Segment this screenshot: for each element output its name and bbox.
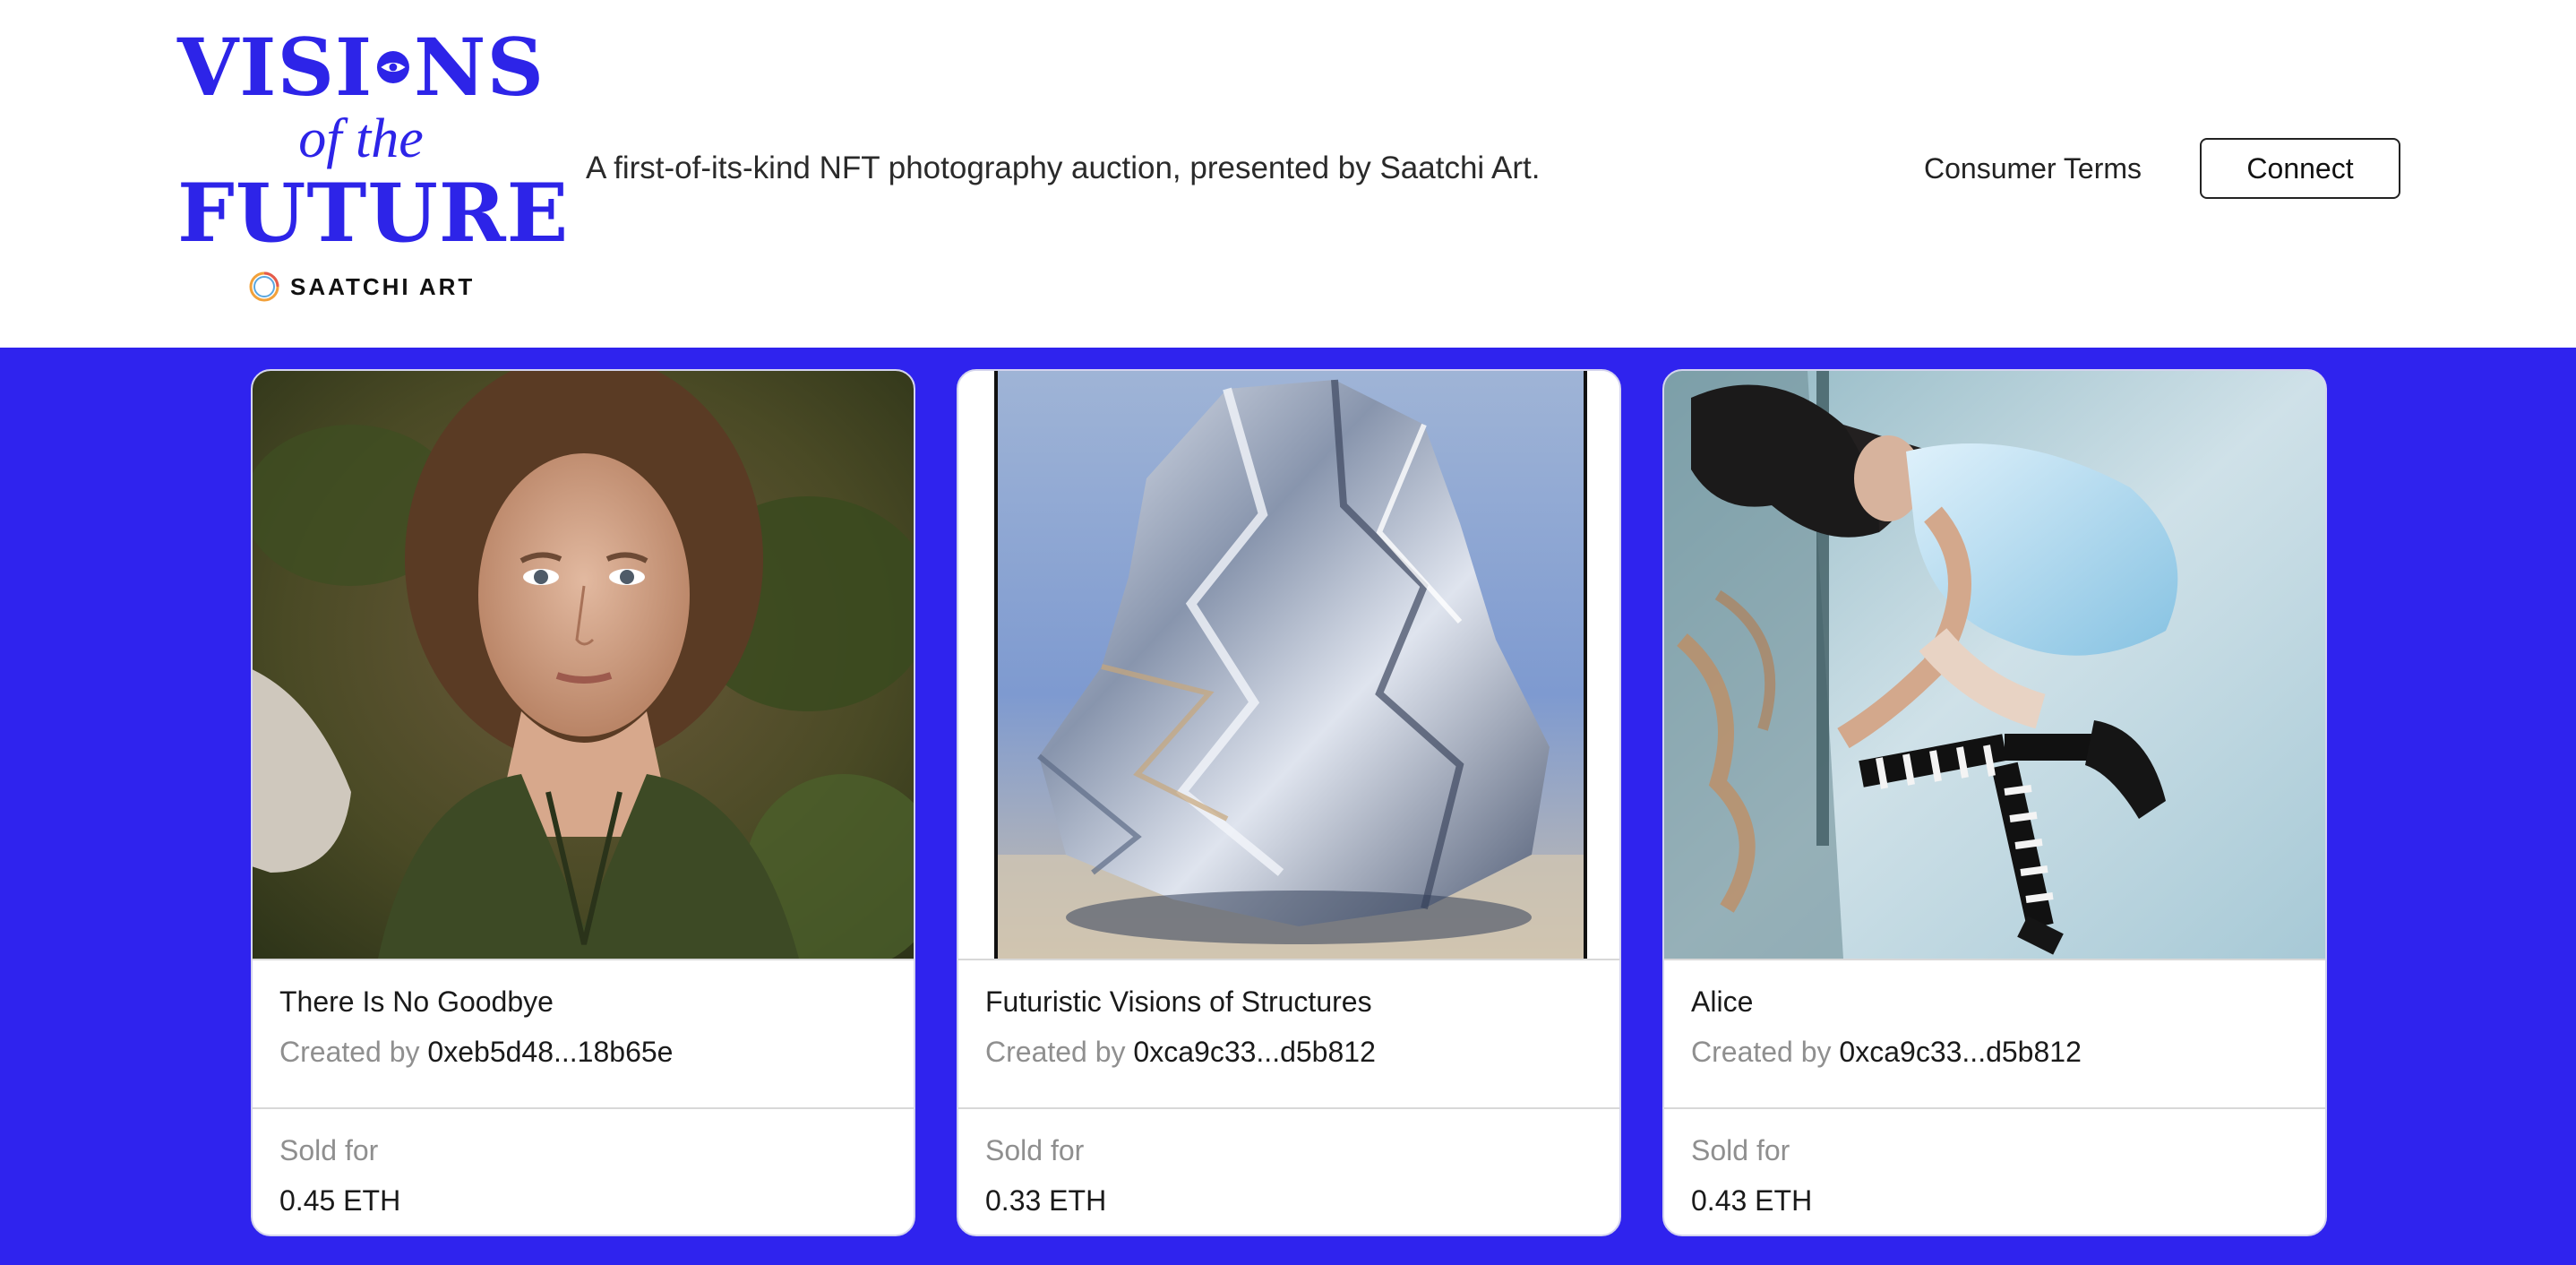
nft-title[interactable]: There Is No Goodbye xyxy=(279,985,554,1018)
creator-address-link[interactable]: 0xca9c33...d5b812 xyxy=(1133,1036,1376,1068)
logo-line-of-the: of the xyxy=(298,108,424,169)
header-tagline: A first-of-its-kind NFT photography auct… xyxy=(586,151,1541,185)
sold-for-label: Sold for xyxy=(279,1134,379,1166)
logo-line-visions: VISI NS xyxy=(177,27,545,108)
portrait-in-grass-artwork xyxy=(253,371,914,959)
saatchi-ring-icon xyxy=(249,271,279,302)
creator-address-link[interactable]: 0xeb5d48...18b65e xyxy=(427,1036,674,1068)
creator-label: Created by xyxy=(1691,1036,1832,1068)
sale-price: 0.45 ETH xyxy=(279,1184,401,1217)
logo-line-future: FUTURE xyxy=(177,166,570,261)
nft-card-details: Alice Created by 0xca9c33...d5b812 xyxy=(1664,959,2325,1109)
visions-of-the-future-logo[interactable]: VISI NS of the FUTURE SAATCHI ART xyxy=(177,27,570,306)
sale-price: 0.43 ETH xyxy=(1691,1184,1813,1217)
nft-creator: Created by 0xca9c33...d5b812 xyxy=(985,1032,1376,1071)
nft-title[interactable]: Alice xyxy=(1691,985,1754,1018)
creator-address-link[interactable]: 0xca9c33...d5b812 xyxy=(1839,1036,2082,1068)
nft-sale-info: Sold for 0.33 ETH xyxy=(958,1109,1619,1235)
nft-card-details: There Is No Goodbye Created by 0xeb5d48.… xyxy=(253,959,914,1109)
nft-creator: Created by 0xeb5d48...18b65e xyxy=(279,1032,673,1071)
saatchi-art-label: SAATCHI ART xyxy=(290,272,476,300)
sold-for-label: Sold for xyxy=(985,1134,1085,1166)
crumpled-foil-artwork xyxy=(958,371,1619,959)
nft-card[interactable]: There Is No Goodbye Created by 0xeb5d48.… xyxy=(251,369,915,1236)
eye-icon xyxy=(377,50,410,84)
nft-artwork-image[interactable] xyxy=(1664,371,2325,959)
logo-text-ns: NS xyxy=(414,21,545,114)
consumer-terms-link[interactable]: Consumer Terms xyxy=(1924,152,2142,185)
sale-price: 0.33 ETH xyxy=(985,1184,1107,1217)
saatchi-art-brand: SAATCHI ART xyxy=(247,267,475,306)
sold-for-label: Sold for xyxy=(1691,1134,1790,1166)
creator-label: Created by xyxy=(985,1036,1126,1068)
nft-artwork-image[interactable] xyxy=(253,371,914,959)
nft-card-details: Futuristic Visions of Structures Created… xyxy=(958,959,1619,1109)
site-header: VISI NS of the FUTURE SAATCHI ART A firs… xyxy=(0,0,2576,348)
creator-label: Created by xyxy=(279,1036,420,1068)
nft-creator: Created by 0xca9c33...d5b812 xyxy=(1691,1032,2082,1071)
nft-title[interactable]: Futuristic Visions of Structures xyxy=(985,985,1372,1018)
nft-sale-info: Sold for 0.43 ETH xyxy=(1664,1109,2325,1235)
logo-text-visi: VISI xyxy=(177,21,374,114)
nft-card[interactable]: Futuristic Visions of Structures Created… xyxy=(957,369,1621,1236)
connect-button[interactable]: Connect xyxy=(2200,138,2400,199)
nft-gallery: There Is No Goodbye Created by 0xeb5d48.… xyxy=(0,348,2576,1265)
underwater-alice-artwork xyxy=(1664,371,2325,959)
nft-card[interactable]: Alice Created by 0xca9c33...d5b812 Sold … xyxy=(1662,369,2327,1236)
nft-artwork-image[interactable] xyxy=(958,371,1619,959)
nft-sale-info: Sold for 0.45 ETH xyxy=(253,1109,914,1235)
